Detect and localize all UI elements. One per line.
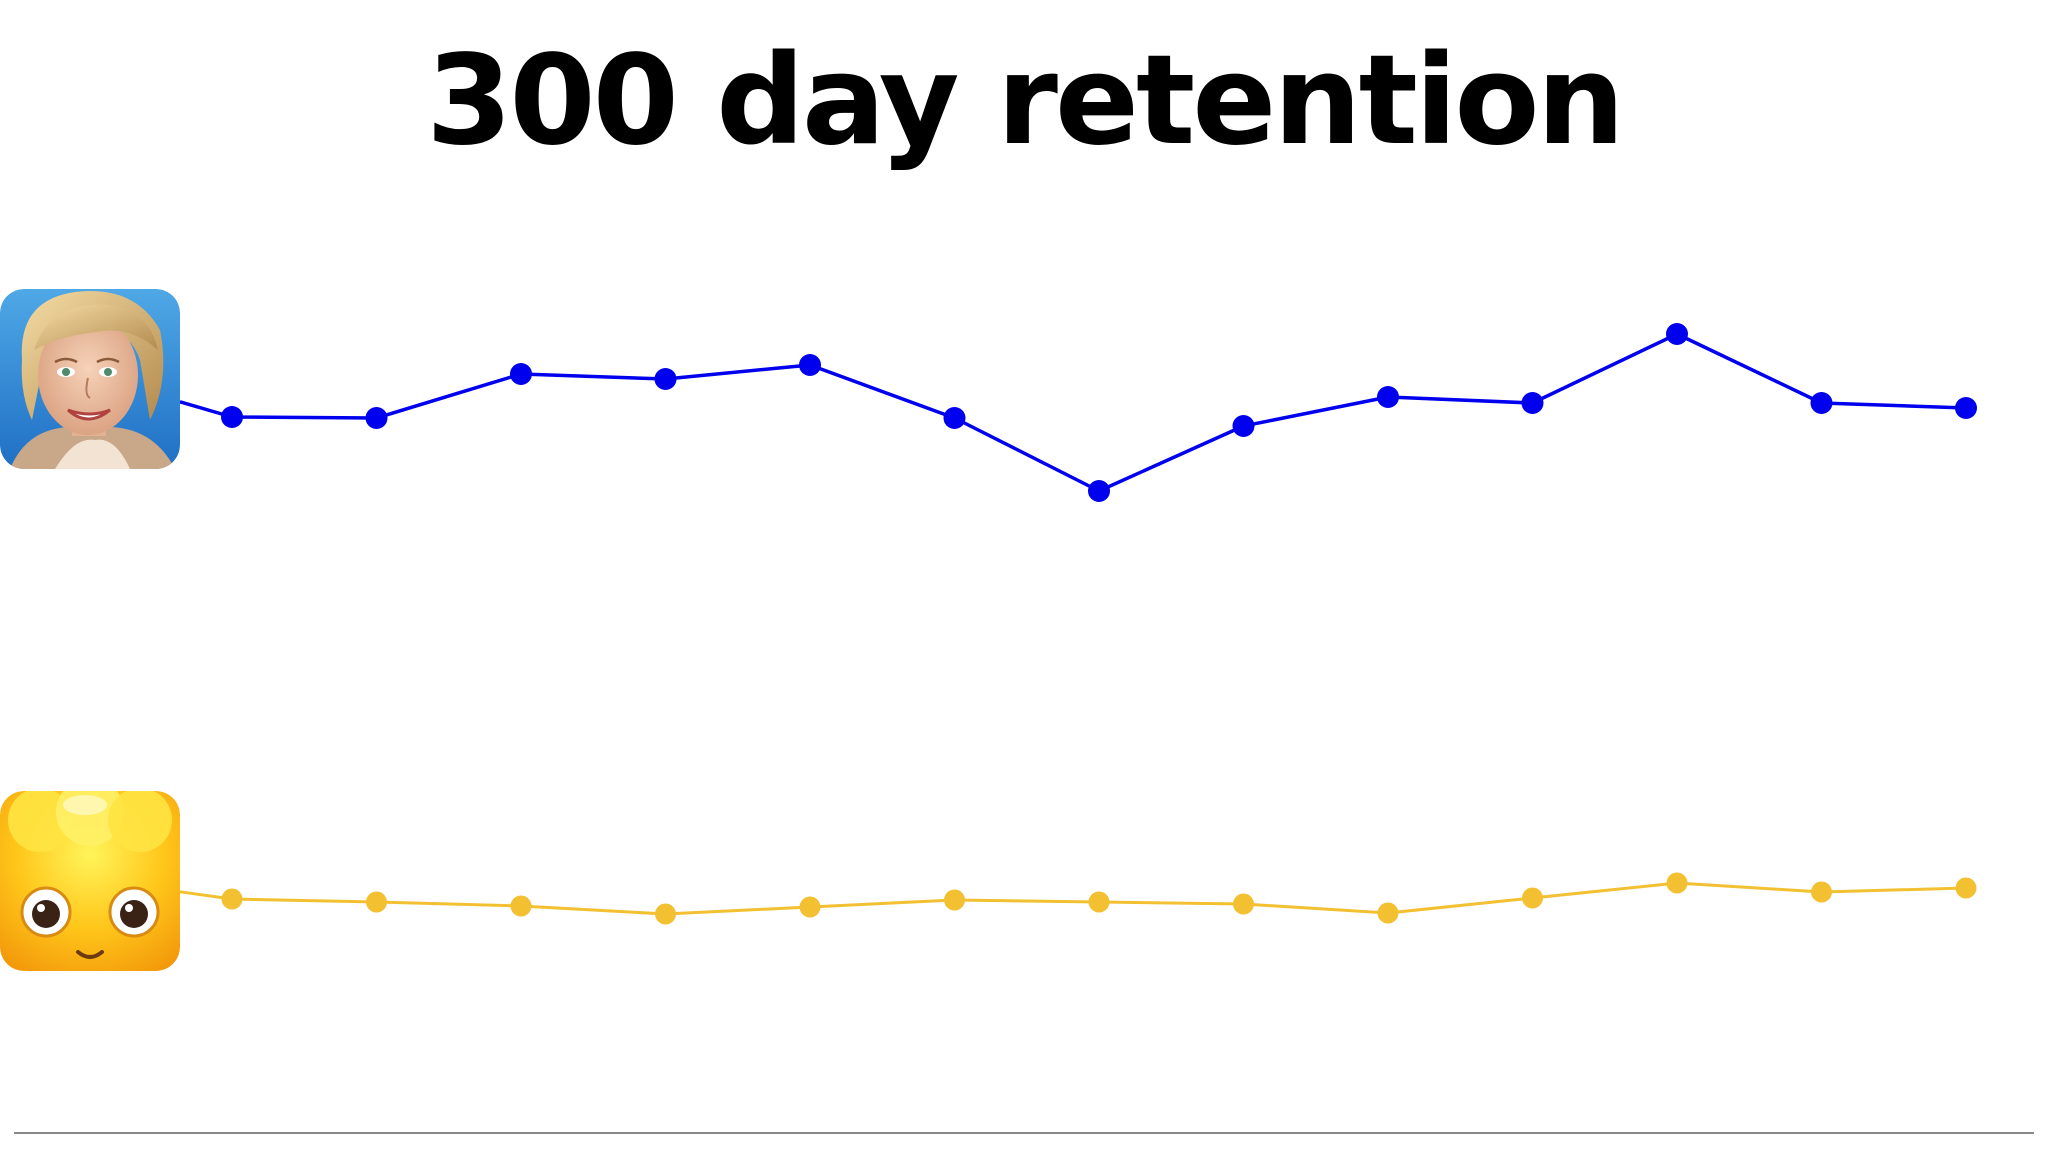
yellow-jelly-app-icon — [0, 791, 180, 971]
data-point-s1-3 — [510, 363, 532, 385]
data-point-s1-4 — [654, 368, 677, 390]
data-point-s1-8 — [1232, 415, 1255, 437]
data-point-s1-6 — [943, 407, 966, 429]
data-point-s2-1 — [221, 888, 243, 910]
data-point-s2-10 — [1522, 887, 1543, 909]
data-point-s2-6 — [944, 889, 965, 911]
series-line-2 — [179, 881, 1967, 916]
data-point-s1-1 — [221, 406, 243, 428]
data-point-s1-12 — [1810, 392, 1833, 414]
data-point-s2-12 — [1811, 881, 1832, 903]
data-point-s1-11 — [1666, 323, 1688, 345]
data-point-s1-13 — [1955, 397, 1977, 419]
data-point-s1-2 — [365, 407, 388, 429]
chart-title: 300 day retention — [426, 29, 1625, 173]
data-point-s2-4 — [655, 903, 676, 925]
woman-portrait-app-icon — [0, 289, 180, 469]
series-line-1 — [179, 332, 1967, 493]
data-point-s1-9 — [1377, 386, 1399, 408]
data-point-s2-8 — [1233, 893, 1254, 915]
data-point-s2-7 — [1088, 891, 1110, 913]
data-point-s1-5 — [799, 354, 821, 376]
data-point-s2-3 — [510, 895, 532, 917]
data-point-s2-13 — [1955, 877, 1977, 899]
data-point-s2-5 — [799, 896, 821, 918]
data-point-s2-2 — [366, 891, 387, 913]
data-point-s2-9 — [1377, 902, 1399, 924]
data-point-s2-11 — [1666, 872, 1688, 894]
data-point-s1-7 — [1088, 480, 1110, 502]
data-point-s1-10 — [1521, 392, 1544, 414]
